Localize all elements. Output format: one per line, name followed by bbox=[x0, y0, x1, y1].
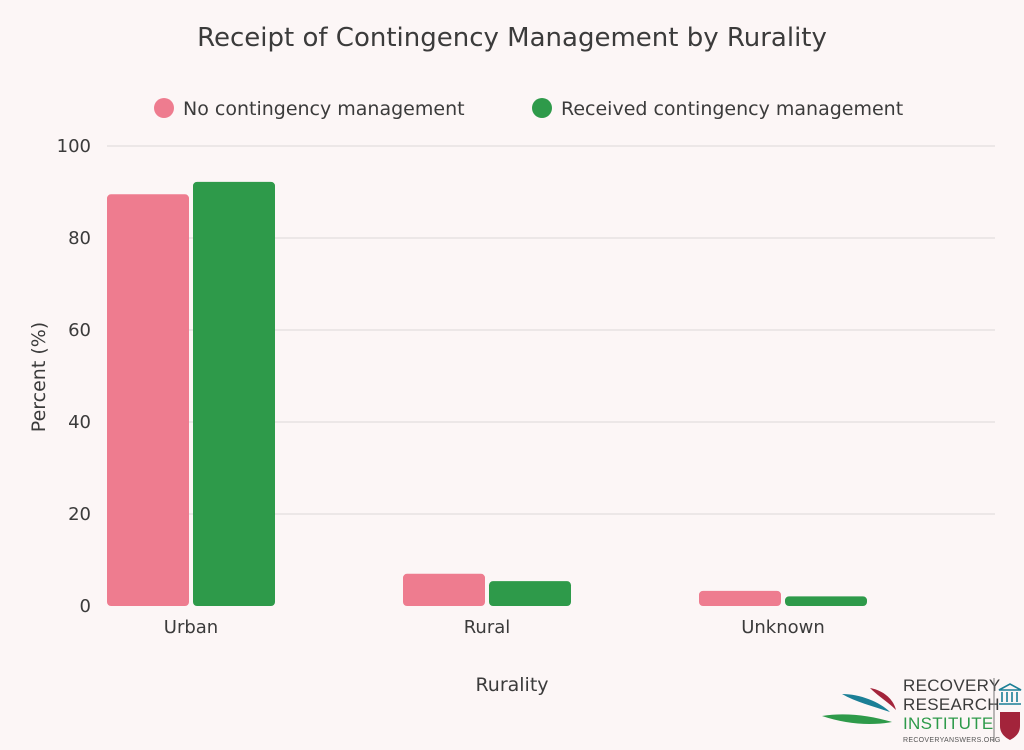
legend-label: No contingency management bbox=[183, 98, 465, 120]
bars bbox=[107, 181, 867, 607]
y-tick-label: 0 bbox=[80, 596, 91, 617]
y-tick-label: 60 bbox=[68, 320, 91, 341]
bar-urban-no-cm bbox=[107, 194, 189, 607]
legend-marker bbox=[154, 98, 174, 118]
x-axis-ticks: Urban Rural Unknown bbox=[164, 617, 825, 638]
x-tick-label: Rural bbox=[464, 617, 511, 638]
logo-blue-wing bbox=[842, 694, 890, 712]
x-tick-label: Unknown bbox=[741, 617, 825, 638]
logo-url: RECOVERYANSWERS.ORG bbox=[903, 737, 1001, 744]
y-tick-label: 20 bbox=[68, 504, 91, 525]
bar-rural-received-cm bbox=[489, 581, 571, 606]
logo-red-wing bbox=[870, 688, 896, 710]
y-axis-ticks: 0 20 40 60 80 100 bbox=[57, 136, 91, 617]
y-tick-label: 100 bbox=[57, 136, 91, 157]
y-axis-label: Percent (%) bbox=[28, 322, 50, 432]
logo-green-wing bbox=[822, 714, 892, 724]
logo-line1: RECOVERY bbox=[903, 676, 1001, 695]
legend-marker bbox=[532, 98, 552, 118]
x-tick-label: Urban bbox=[164, 617, 218, 638]
legend-label: Received contingency management bbox=[561, 98, 903, 120]
building-icon bbox=[998, 683, 1022, 705]
y-tick-label: 40 bbox=[68, 412, 91, 433]
logo-line2: RESEARCH bbox=[903, 695, 1000, 714]
logo-line3: INSTITUTE bbox=[903, 714, 994, 733]
shield-icon bbox=[1000, 712, 1020, 740]
chart-title: Receipt of Contingency Management by Rur… bbox=[197, 23, 827, 53]
bar-unknown-received-cm bbox=[785, 596, 867, 606]
bar-urban-received-cm bbox=[193, 181, 275, 606]
bar-rural-no-cm bbox=[403, 573, 485, 606]
bar-unknown-no-cm bbox=[699, 590, 781, 606]
x-axis-label: Rurality bbox=[475, 674, 548, 696]
recovery-research-institute-logo: RECOVERY RESEARCH INSTITUTE RECOVERYANSW… bbox=[822, 676, 1022, 744]
legend: No contingency management Received contin… bbox=[154, 98, 903, 120]
y-tick-label: 80 bbox=[68, 228, 91, 249]
